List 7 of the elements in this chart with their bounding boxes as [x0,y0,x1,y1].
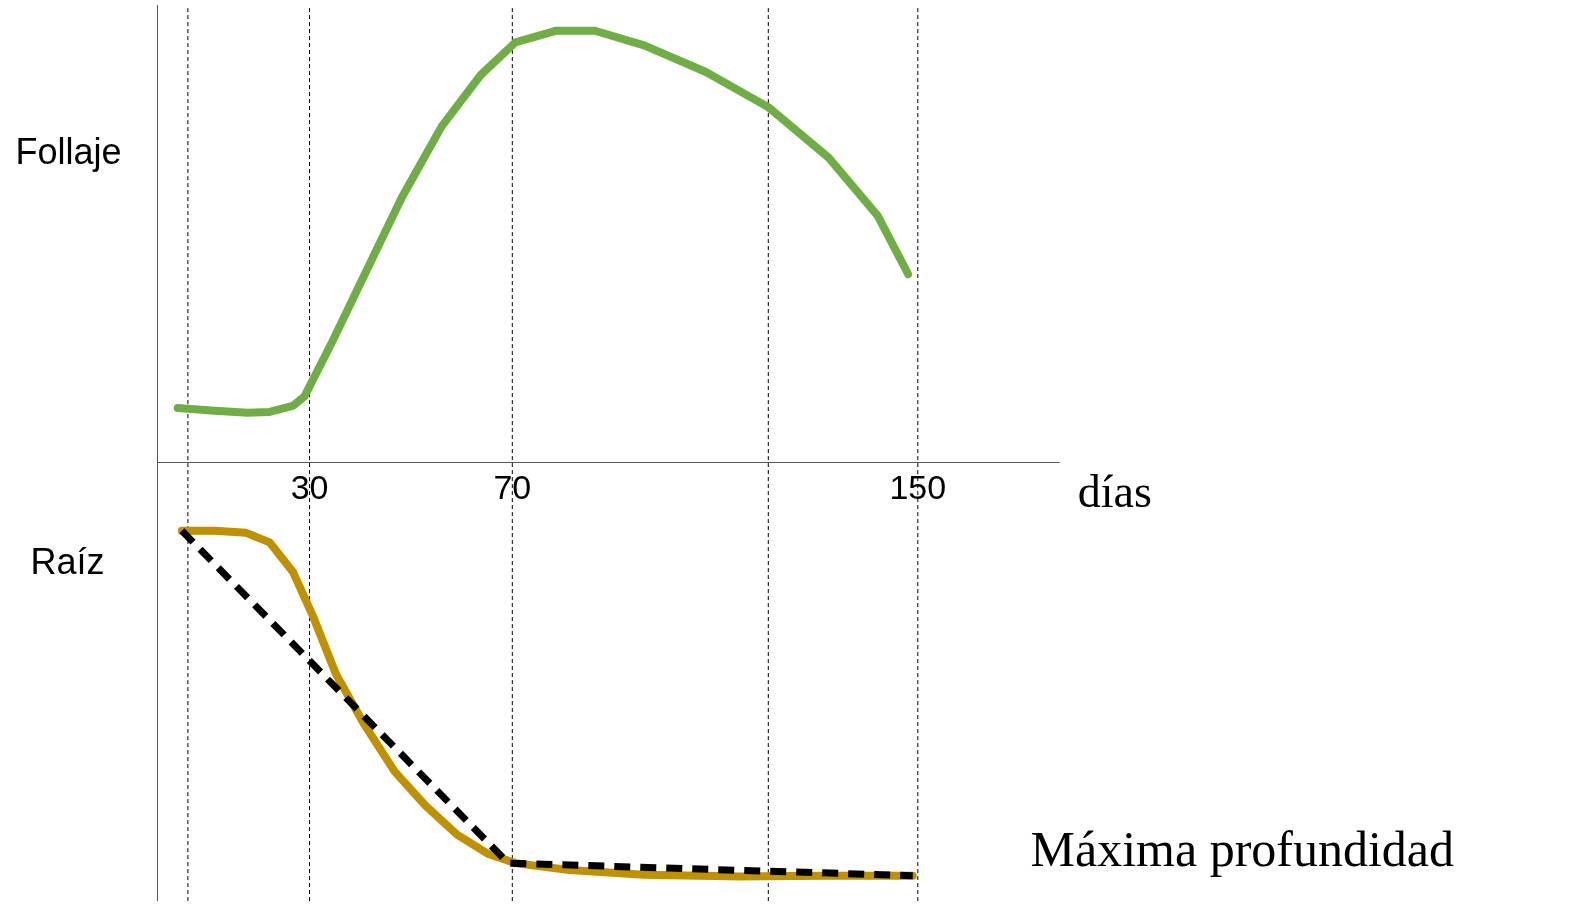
x-tick-label: 30 [290,468,329,507]
x-tick-label: 70 [493,468,532,507]
text: Raíz [30,541,105,583]
text: Follaje [15,131,122,173]
x-axis-title: días [1077,466,1152,518]
x-tick-label: 150 [889,468,947,507]
annotation: Máxima profundidad [1030,820,1455,877]
